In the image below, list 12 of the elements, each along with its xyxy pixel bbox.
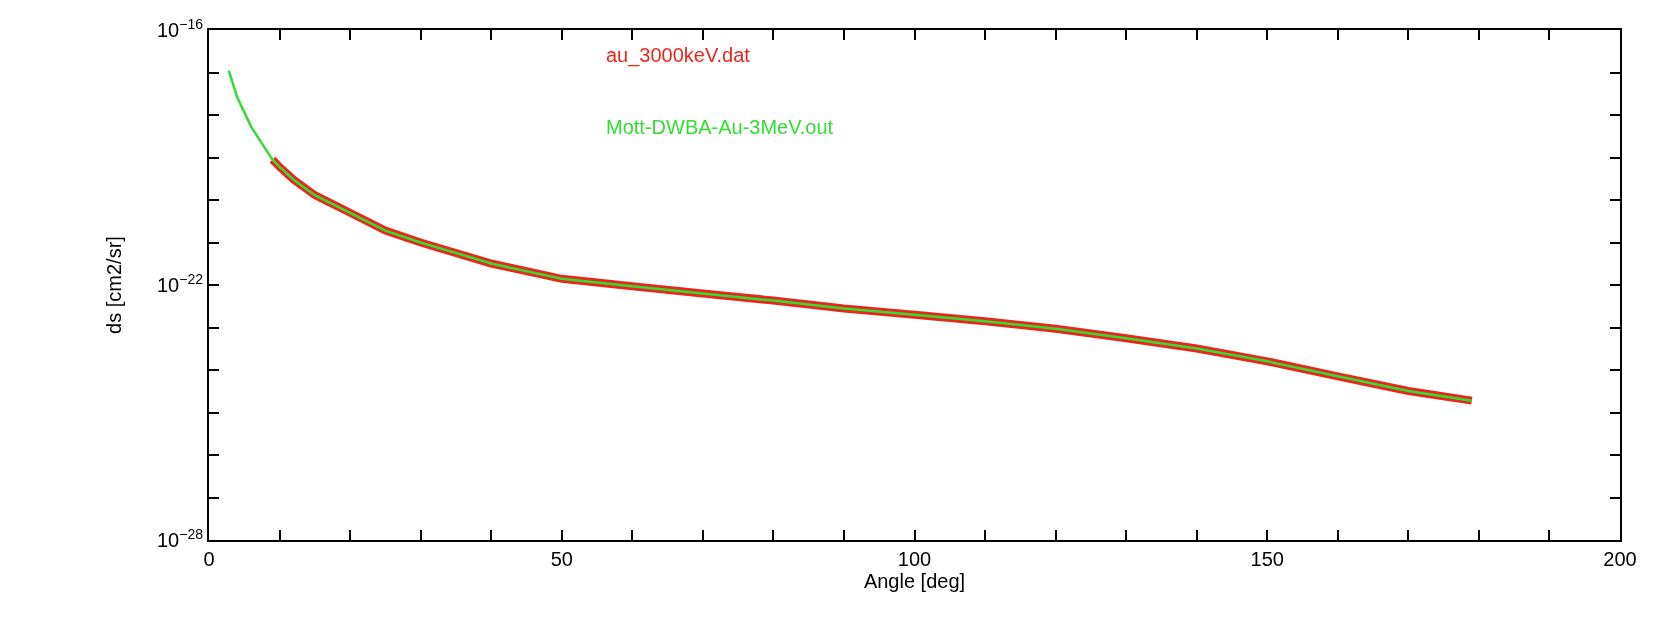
y-tick-label: 10$^{−28}$ bbox=[157, 525, 204, 551]
x-axis-title: Angle [deg] bbox=[863, 570, 966, 592]
x-tick-label: 200 bbox=[1603, 548, 1637, 570]
text: au_3000keV.dat bbox=[606, 44, 751, 67]
y-tick-label: 10$^{−16}$ bbox=[157, 15, 204, 41]
y-tick-label: 10$^{−22}$ bbox=[157, 270, 204, 296]
y-axis-title: ds [cm2/sr] bbox=[103, 236, 125, 334]
x-tick-label: 100 bbox=[897, 548, 932, 570]
x-tick-label: 50 bbox=[550, 548, 573, 570]
x-tick-label: 0 bbox=[203, 548, 215, 570]
x-tick-label: 150 bbox=[1250, 548, 1284, 570]
text: Mott-DWBA-Au-3MeV.out bbox=[606, 116, 834, 138]
